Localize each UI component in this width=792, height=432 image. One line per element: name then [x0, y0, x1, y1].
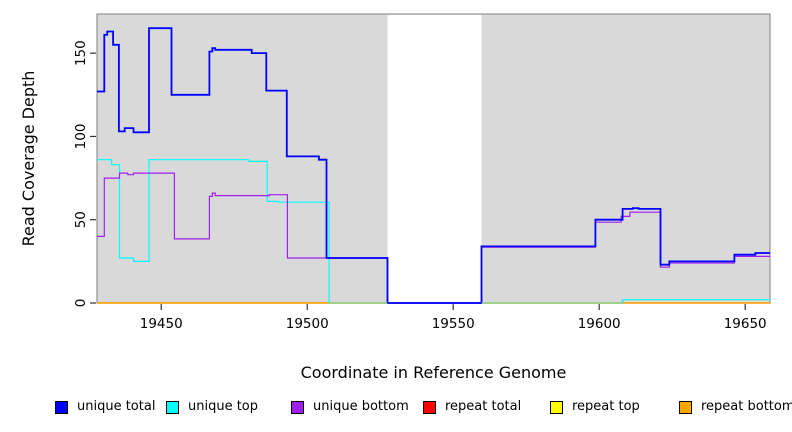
legend-item-repeat-top: repeat top	[550, 399, 640, 415]
x-tick-label: 19600	[578, 316, 621, 332]
legend-label-repeat-top: repeat top	[572, 399, 640, 414]
legend-label-unique-bottom: unique bottom	[313, 399, 409, 414]
unique-top-swatch	[166, 400, 179, 414]
series-unique-top	[97, 159, 770, 304]
x-tick-label: 19500	[286, 316, 329, 332]
repeat-top-swatch	[550, 400, 563, 414]
legend-label-unique-total: unique total	[77, 399, 156, 414]
legend-item-unique-bottom: unique bottom	[291, 399, 409, 415]
y-tick-label: 50	[73, 211, 89, 228]
repeat-total-swatch	[423, 400, 436, 414]
y-axis-title: Read Coverage Depth	[19, 71, 38, 247]
legend-item-repeat-total: repeat total	[423, 399, 521, 415]
series-unique-total	[97, 27, 770, 304]
y-tick-label: 0	[73, 299, 89, 308]
unique-total-swatch	[55, 400, 68, 414]
series-unique-bottom	[97, 172, 770, 304]
legend-label-unique-top: unique top	[188, 399, 259, 414]
legend-item-unique-total: unique total	[55, 399, 155, 415]
y-tick-label: 150	[73, 40, 89, 66]
x-tick-label: 19550	[432, 316, 475, 332]
coverage-plot-svg: 19450 19500 19550 19600 19650 0 50 100 150 Coordi…	[19, 13, 771, 382]
coverage-gap-region	[387, 14, 482, 304]
unique-bottom-swatch	[291, 400, 304, 414]
x-tick-label: 19450	[140, 316, 183, 332]
repeat-bottom-swatch	[679, 400, 692, 414]
x-tick-label: 19650	[724, 316, 767, 332]
legend-item-unique-top: unique top	[166, 399, 258, 415]
x-axis-title: Coordinate in Reference Genome	[301, 363, 567, 382]
legend-label-repeat-total: repeat total	[445, 399, 522, 414]
legend: unique total unique top unique bottom re…	[0, 399, 792, 421]
legend-item-repeat-bottom: repeat bottom	[679, 399, 792, 415]
y-tick-label: 100	[73, 124, 89, 150]
legend-label-repeat-bottom: repeat bottom	[701, 399, 792, 414]
